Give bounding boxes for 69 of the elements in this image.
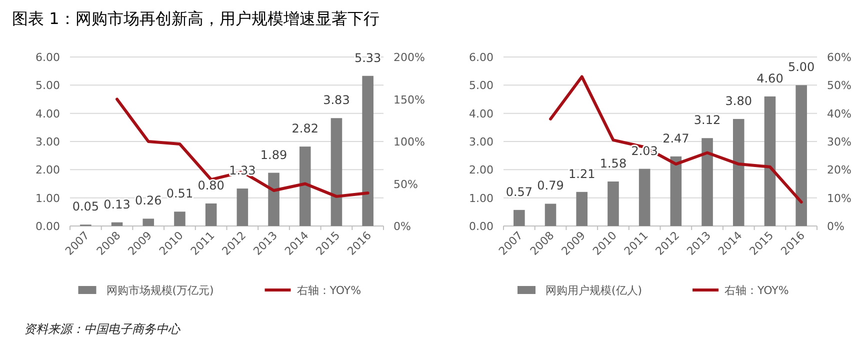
- data-label: 3.80: [725, 94, 752, 108]
- data-label: 5.00: [788, 60, 815, 74]
- y-tick-label: 4.00: [36, 107, 60, 120]
- y-tick-label: 3.00: [469, 136, 494, 148]
- y-tick-label: 6.00: [469, 51, 494, 64]
- y-tick-label: 3.00: [36, 136, 60, 148]
- chart-title: 图表 1：网购市场再创新高，用户规模增速显著下行: [12, 9, 380, 28]
- legend-label: 右轴：YOY%: [296, 284, 362, 297]
- bar: [142, 218, 154, 226]
- data-label: 0.80: [198, 178, 224, 192]
- text: 资料来源：中国电子商务中心: [24, 322, 181, 336]
- bar: [608, 181, 619, 226]
- y2-tick-label: 40%: [827, 107, 852, 120]
- bar: [670, 156, 682, 226]
- bar: [236, 188, 248, 226]
- data-label: 1.58: [600, 156, 627, 170]
- bar: [796, 85, 807, 226]
- y2-tick-label: 200%: [394, 51, 425, 64]
- data-label: 0.26: [135, 194, 162, 208]
- data-label: 2.47: [662, 131, 690, 146]
- y2-tick-label: 50%: [827, 79, 852, 92]
- y-tick-label: 2.00: [36, 164, 60, 177]
- data-label: 0.05: [72, 200, 100, 214]
- legend-label: 网购市场规模(万亿元): [106, 284, 214, 297]
- y-tick-label: 5.00: [469, 79, 494, 92]
- y2-tick-label: 50%: [394, 178, 418, 191]
- data-label: 2.82: [292, 122, 318, 136]
- y-tick-label: 1.00: [469, 192, 494, 205]
- y2-tick-label: 100%: [394, 136, 425, 148]
- bar: [362, 76, 374, 226]
- bar: [111, 222, 123, 226]
- y-tick-label: 5.00: [36, 79, 60, 92]
- y-tick-label: 2.00: [469, 164, 494, 177]
- y2-tick-label: 0%: [827, 220, 844, 233]
- y2-tick-label: 20%: [827, 164, 852, 177]
- data-label: 0.51: [166, 186, 194, 201]
- bar: [544, 204, 556, 226]
- y2-tick-label: 10%: [827, 192, 852, 205]
- data-label: 3.12: [694, 113, 721, 128]
- y-tick-label: 4.00: [469, 107, 494, 120]
- data-label: 1.89: [260, 148, 288, 162]
- y2-tick-label: 60%: [827, 51, 852, 64]
- data-label: 0.13: [104, 197, 130, 212]
- bar: [732, 118, 744, 226]
- y-tick-label: 1.00: [36, 192, 60, 205]
- bar: [268, 172, 280, 226]
- bar: [764, 96, 776, 226]
- data-label: 5.33: [354, 50, 382, 65]
- y-tick-label: 0.00: [36, 220, 60, 233]
- y-tick-label: 6.00: [36, 51, 60, 64]
- data-label: 0.79: [537, 178, 564, 193]
- bar: [514, 210, 525, 226]
- y2-tick-label: 30%: [827, 136, 852, 148]
- y2-tick-label: 0%: [394, 220, 411, 233]
- bar: [174, 212, 186, 226]
- bar: [205, 203, 217, 226]
- data-label: 0.57: [506, 184, 533, 199]
- y-tick-label: 0.00: [469, 220, 494, 233]
- data-label: 4.60: [756, 71, 784, 86]
- y2-tick-label: 150%: [394, 93, 425, 106]
- bar: [576, 192, 588, 226]
- bar: [330, 118, 342, 226]
- data-label: 1.21: [568, 166, 596, 181]
- bar: [638, 168, 650, 226]
- legend-label: 网购用户规模(亿人): [546, 284, 642, 297]
- bar: [702, 138, 713, 226]
- legend-label: 右轴：YOY%: [724, 284, 789, 297]
- bar: [299, 146, 311, 226]
- data-label: 3.83: [323, 93, 350, 108]
